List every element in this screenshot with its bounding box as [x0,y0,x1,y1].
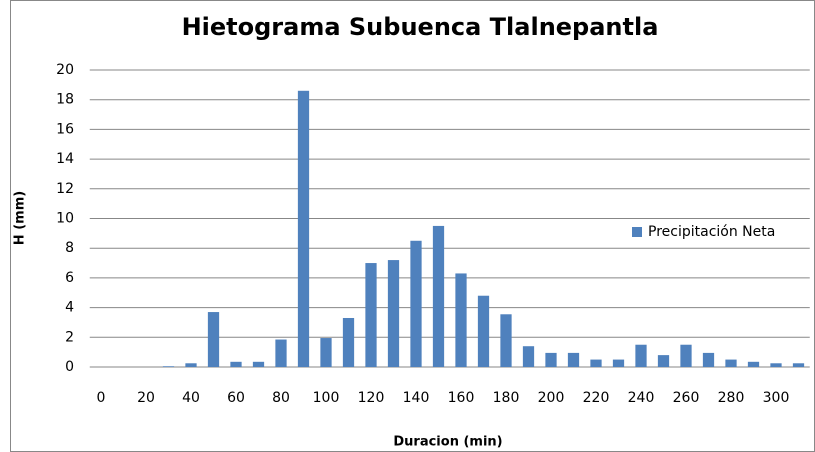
y-tick-label: 20 [56,62,74,78]
chart-frame [10,0,815,452]
x-tick-label: 200 [538,390,565,406]
y-tick-label: 0 [65,359,74,375]
bar [680,344,692,367]
legend-label: Precipitación Neta [648,224,775,240]
y-axis-label: H (mm) [13,191,28,245]
bar [522,346,535,367]
bar [207,312,220,367]
bar [252,361,265,367]
chart-title: Hietograma Subuenca Tlalnepantla [182,13,659,41]
y-tick-label: 4 [65,300,74,316]
bar [365,263,377,367]
bar [162,366,175,367]
x-tick-label: 80 [272,390,290,406]
bar [747,361,760,367]
bar [275,339,287,367]
bar [297,90,310,367]
x-tick-label: 180 [493,390,520,406]
y-tick-label: 2 [65,329,74,345]
bar [770,363,782,367]
x-axis-label: Duracion (min) [393,435,502,450]
x-tick-label: 0 [97,390,106,406]
bar [185,363,197,367]
bar [432,225,445,367]
x-tick-label: 120 [358,390,385,406]
bar [567,352,580,367]
bar [702,352,715,367]
x-tick-label: 60 [227,390,245,406]
y-tick-label: 12 [56,181,74,197]
x-tick-label: 240 [628,390,655,406]
bar [230,361,242,367]
bar [410,240,422,367]
bar [792,363,805,367]
bar [387,260,400,367]
y-tick-label: 16 [56,121,74,137]
legend-swatch [632,227,642,237]
y-tick-label: 8 [65,240,74,256]
bar [725,359,737,367]
y-tick-label: 6 [65,270,74,286]
bar [477,295,490,367]
x-tick-label: 100 [313,390,340,406]
bar [635,344,647,367]
x-tick-label: 220 [583,390,610,406]
y-tick-label: 18 [56,92,74,108]
bar [612,359,625,367]
x-tick-label: 40 [182,390,200,406]
bar [342,317,355,367]
x-tick-label: 260 [673,390,700,406]
x-tick-label: 20 [137,390,155,406]
y-tick-label: 14 [56,151,74,167]
x-tick-label: 280 [718,390,745,406]
y-tick-label: 10 [56,211,74,227]
x-tick-label: 160 [448,390,475,406]
x-tick-label: 140 [403,390,430,406]
bar [500,314,512,367]
x-tick-label: 300 [763,390,790,406]
bar [590,359,602,367]
bar [455,273,467,367]
bar [657,355,670,367]
bar [320,338,332,367]
bar [545,352,557,367]
